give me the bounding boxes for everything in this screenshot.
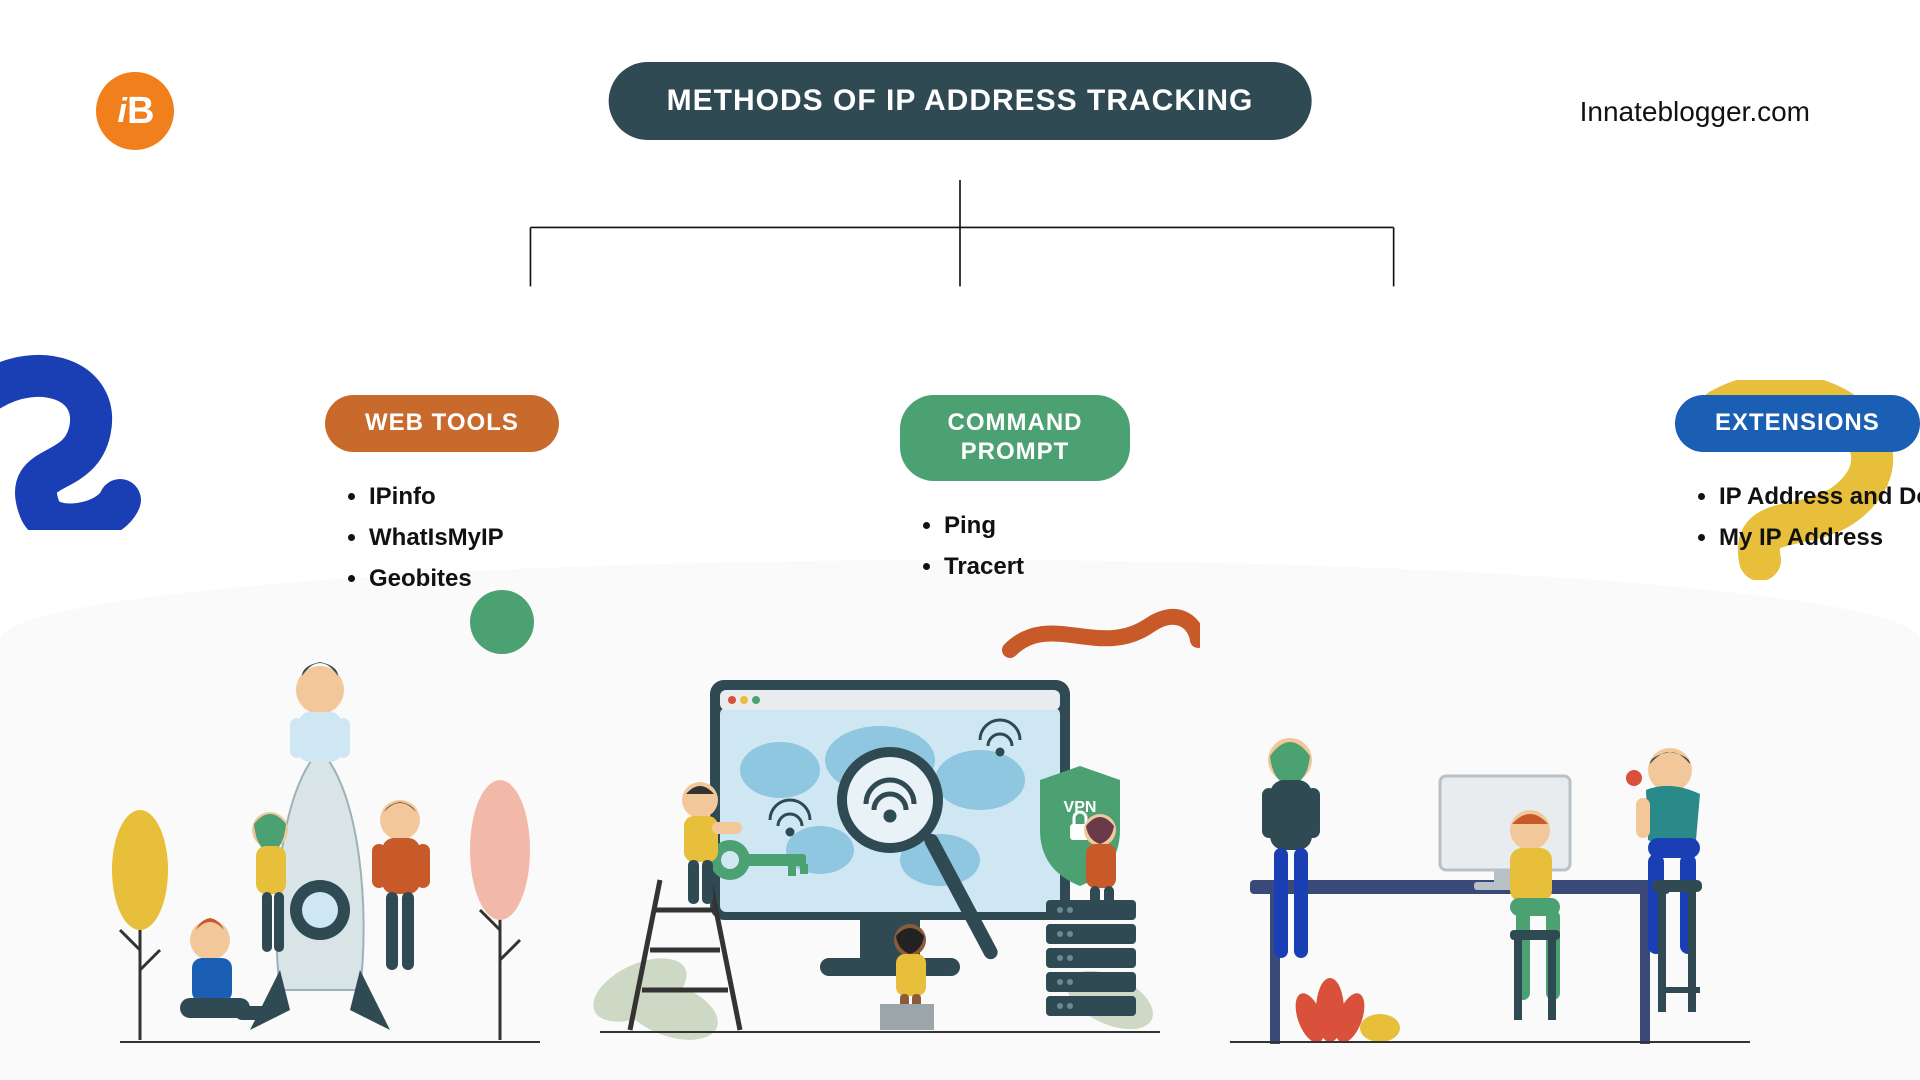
list-item: IP Address and Domain Info xyxy=(1719,478,1920,515)
branch-list-command_prompt: Ping Tracert xyxy=(900,507,1275,585)
branch-web_tools: WEB TOOLS IPinfo WhatIsMyIP Geobites xyxy=(325,395,700,601)
list-item: Tracert xyxy=(944,548,1275,585)
branch-list-web_tools: IPinfo WhatIsMyIP Geobites xyxy=(325,478,700,598)
blue-squiggle-deco xyxy=(0,350,180,530)
logo-badge: iB xyxy=(96,72,174,150)
list-item: Ping xyxy=(944,507,1275,544)
site-url: Innateblogger.com xyxy=(1580,96,1810,128)
list-item: Geobites xyxy=(369,560,700,597)
root-label: METHODS OF IP ADDRESS TRACKING xyxy=(667,84,1254,117)
branch-pill-extensions: EXTENSIONS xyxy=(1675,395,1920,452)
logo-letter-i: i xyxy=(118,92,125,131)
logo-letter-b: B xyxy=(127,90,152,133)
list-item: IPinfo xyxy=(369,478,700,515)
scene-desk-office xyxy=(1210,610,1770,1050)
tree-connector xyxy=(0,180,1920,360)
scene-rocket-team xyxy=(80,610,560,1050)
branch-command_prompt: COMMANDPROMPT Ping Tracert xyxy=(900,395,1275,589)
branch-pill-web_tools: WEB TOOLS xyxy=(325,395,559,452)
root-node: METHODS OF IP ADDRESS TRACKING xyxy=(609,62,1312,140)
list-item: My IP Address xyxy=(1719,519,1920,556)
illustration-row: VPN xyxy=(0,600,1920,1080)
scene-monitor-vpn: VPN xyxy=(560,590,1180,1050)
list-item: WhatIsMyIP xyxy=(369,519,700,556)
branch-pill-command_prompt: COMMANDPROMPT xyxy=(900,395,1130,481)
branch-list-extensions: IP Address and Domain Info My IP Address xyxy=(1675,478,1920,556)
branch-extensions: EXTENSIONS IP Address and Domain Info My I… xyxy=(1675,395,1920,560)
